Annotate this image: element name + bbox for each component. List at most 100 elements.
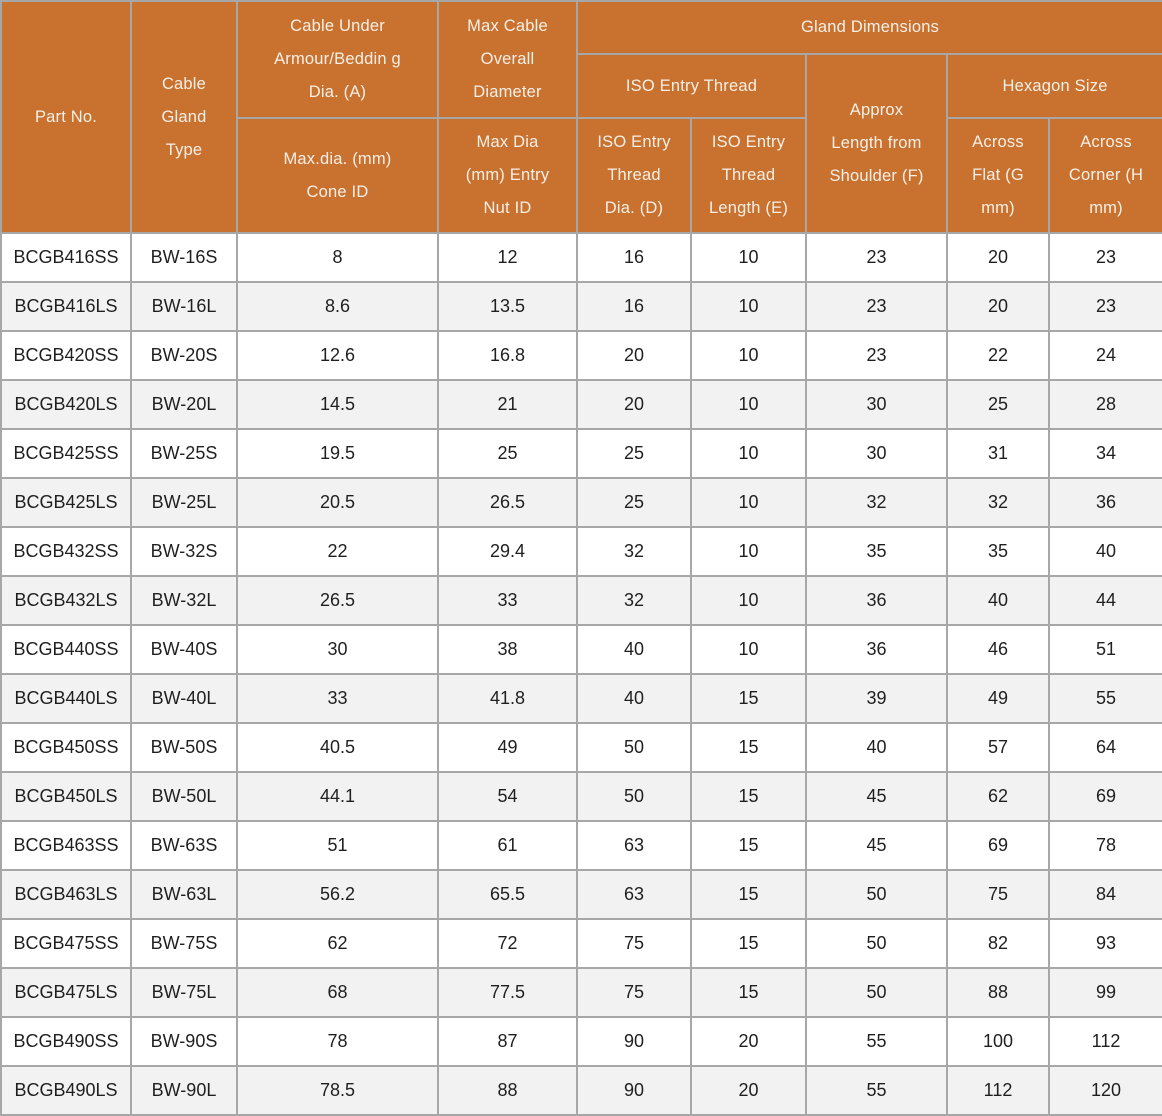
- cell-iso-thread-dia: 75: [576, 967, 692, 1018]
- cell-cone-id: 51: [236, 820, 439, 871]
- cell-approx-length-f: 36: [805, 575, 948, 626]
- cell-gland-type: BW-75L: [130, 967, 238, 1018]
- table-row: BCGB420SS BW-20S 12.6 16.8 20 10 23 22 24: [0, 330, 1162, 381]
- cell-approx-length-f: 45: [805, 820, 948, 871]
- cell-approx-length-f: 30: [805, 428, 948, 479]
- cell-iso-thread-dia: 25: [576, 428, 692, 479]
- cell-gland-type: BW-32S: [130, 526, 238, 577]
- cell-entry-nut-id: 29.4: [437, 526, 578, 577]
- cell-part-no: BCGB490SS: [0, 1016, 132, 1067]
- cell-part-no: BCGB440LS: [0, 673, 132, 724]
- cell-cone-id: 62: [236, 918, 439, 969]
- cell-part-no: BCGB450LS: [0, 771, 132, 822]
- group-hexagon-size-header: Hexagon Size: [945, 53, 1162, 119]
- cell-across-flat-g: 25: [946, 379, 1050, 430]
- cell-part-no: BCGB425LS: [0, 477, 132, 528]
- table-row: BCGB416SS BW-16S 8 12 16 10 23 20 23: [0, 232, 1162, 283]
- cell-iso-thread-length: 20: [690, 1016, 807, 1067]
- cell-cone-id: 40.5: [236, 722, 439, 773]
- cell-part-no: BCGB420LS: [0, 379, 132, 430]
- cell-part-no: BCGB490LS: [0, 1065, 132, 1116]
- cell-part-no: BCGB475SS: [0, 918, 132, 969]
- cell-approx-length-f: 32: [805, 477, 948, 528]
- cell-part-no: BCGB463LS: [0, 869, 132, 920]
- cell-iso-thread-length: 15: [690, 771, 807, 822]
- cell-part-no: BCGB475LS: [0, 967, 132, 1018]
- cell-approx-length-f: 36: [805, 624, 948, 675]
- cell-entry-nut-id: 33: [437, 575, 578, 626]
- cell-gland-type: BW-90S: [130, 1016, 238, 1067]
- cell-entry-nut-id: 21: [437, 379, 578, 430]
- cell-across-corner-h: 99: [1047, 967, 1162, 1018]
- col-across-corner-header: Across Corner (H mm): [1047, 117, 1162, 234]
- cell-across-corner-h: 40: [1047, 526, 1162, 577]
- table-row: BCGB432SS BW-32S 22 29.4 32 10 35 35 40: [0, 526, 1162, 577]
- cell-cone-id: 56.2: [236, 869, 439, 920]
- cell-iso-thread-length: 10: [690, 428, 807, 479]
- table-row: BCGB463LS BW-63L 56.2 65.5 63 15 50 75 84: [0, 869, 1162, 920]
- cell-iso-thread-dia: 90: [576, 1016, 692, 1067]
- cell-approx-length-f: 30: [805, 379, 948, 430]
- header-row-3: Max.dia. (mm) Cone ID Max Dia (mm) Entry…: [1, 117, 1162, 234]
- cell-entry-nut-id: 72: [437, 918, 578, 969]
- cell-iso-thread-length: 10: [690, 232, 807, 283]
- cell-across-flat-g: 20: [946, 281, 1050, 332]
- group-iso-entry-thread-header: ISO Entry Thread: [576, 53, 807, 119]
- cell-iso-thread-length: 10: [690, 477, 807, 528]
- cell-cone-id: 44.1: [236, 771, 439, 822]
- cell-part-no: BCGB432LS: [0, 575, 132, 626]
- cell-across-corner-h: 34: [1047, 428, 1162, 479]
- cell-across-flat-g: 35: [946, 526, 1050, 577]
- cell-gland-type: BW-63L: [130, 869, 238, 920]
- cell-across-corner-h: 24: [1047, 330, 1162, 381]
- cell-entry-nut-id: 65.5: [437, 869, 578, 920]
- cell-approx-length-f: 23: [805, 232, 948, 283]
- cell-iso-thread-length: 15: [690, 820, 807, 871]
- col-iso-thread-dia-header: ISO Entry Thread Dia. (D): [576, 117, 692, 234]
- cell-across-corner-h: 64: [1047, 722, 1162, 773]
- cell-iso-thread-length: 15: [690, 918, 807, 969]
- header-row-2: ISO Entry Thread Approx Length from Shou…: [1, 53, 1162, 234]
- cell-cone-id: 68: [236, 967, 439, 1018]
- cell-across-flat-g: 20: [946, 232, 1050, 283]
- cell-iso-thread-dia: 32: [576, 575, 692, 626]
- cell-iso-thread-length: 10: [690, 526, 807, 577]
- cell-across-flat-g: 100: [946, 1016, 1050, 1067]
- cell-iso-thread-length: 10: [690, 330, 807, 381]
- cell-across-flat-g: 88: [946, 967, 1050, 1018]
- cell-across-flat-g: 82: [946, 918, 1050, 969]
- col-approx-length-header: Approx Length from Shoulder (F): [805, 53, 948, 234]
- table-row: BCGB475SS BW-75S 62 72 75 15 50 82 93: [0, 918, 1162, 969]
- cell-across-flat-g: 75: [946, 869, 1050, 920]
- cell-across-flat-g: 22: [946, 330, 1050, 381]
- group-gland-dimensions-header: Gland Dimensions: [575, 0, 1162, 55]
- cell-gland-type: BW-63S: [130, 820, 238, 871]
- table-header: Part No. Cable Gland Type Cable Under Ar…: [0, 0, 1162, 234]
- cell-iso-thread-dia: 32: [576, 526, 692, 577]
- cell-gland-type: BW-40L: [130, 673, 238, 724]
- cell-gland-type: BW-50L: [130, 771, 238, 822]
- cell-cone-id: 20.5: [236, 477, 439, 528]
- cell-entry-nut-id: 88: [437, 1065, 578, 1116]
- cell-across-corner-h: 44: [1047, 575, 1162, 626]
- cell-across-corner-h: 36: [1047, 477, 1162, 528]
- cell-across-flat-g: 46: [946, 624, 1050, 675]
- cell-across-corner-h: 23: [1047, 281, 1162, 332]
- cell-entry-nut-id: 16.8: [437, 330, 578, 381]
- cell-iso-thread-length: 10: [690, 379, 807, 430]
- cell-across-flat-g: 40: [946, 575, 1050, 626]
- cell-iso-thread-length: 10: [690, 281, 807, 332]
- cell-across-corner-h: 112: [1047, 1016, 1162, 1067]
- cell-across-corner-h: 84: [1047, 869, 1162, 920]
- cell-gland-type: BW-16S: [130, 232, 238, 283]
- table-row: BCGB440LS BW-40L 33 41.8 40 15 39 49 55: [0, 673, 1162, 724]
- cell-cone-id: 8.6: [236, 281, 439, 332]
- cell-across-flat-g: 62: [946, 771, 1050, 822]
- cell-approx-length-f: 50: [805, 869, 948, 920]
- cell-iso-thread-length: 10: [690, 624, 807, 675]
- table-row: BCGB450SS BW-50S 40.5 49 50 15 40 57 64: [0, 722, 1162, 773]
- cell-entry-nut-id: 61: [437, 820, 578, 871]
- cell-entry-nut-id: 54: [437, 771, 578, 822]
- table-row: BCGB432LS BW-32L 26.5 33 32 10 36 40 44: [0, 575, 1162, 626]
